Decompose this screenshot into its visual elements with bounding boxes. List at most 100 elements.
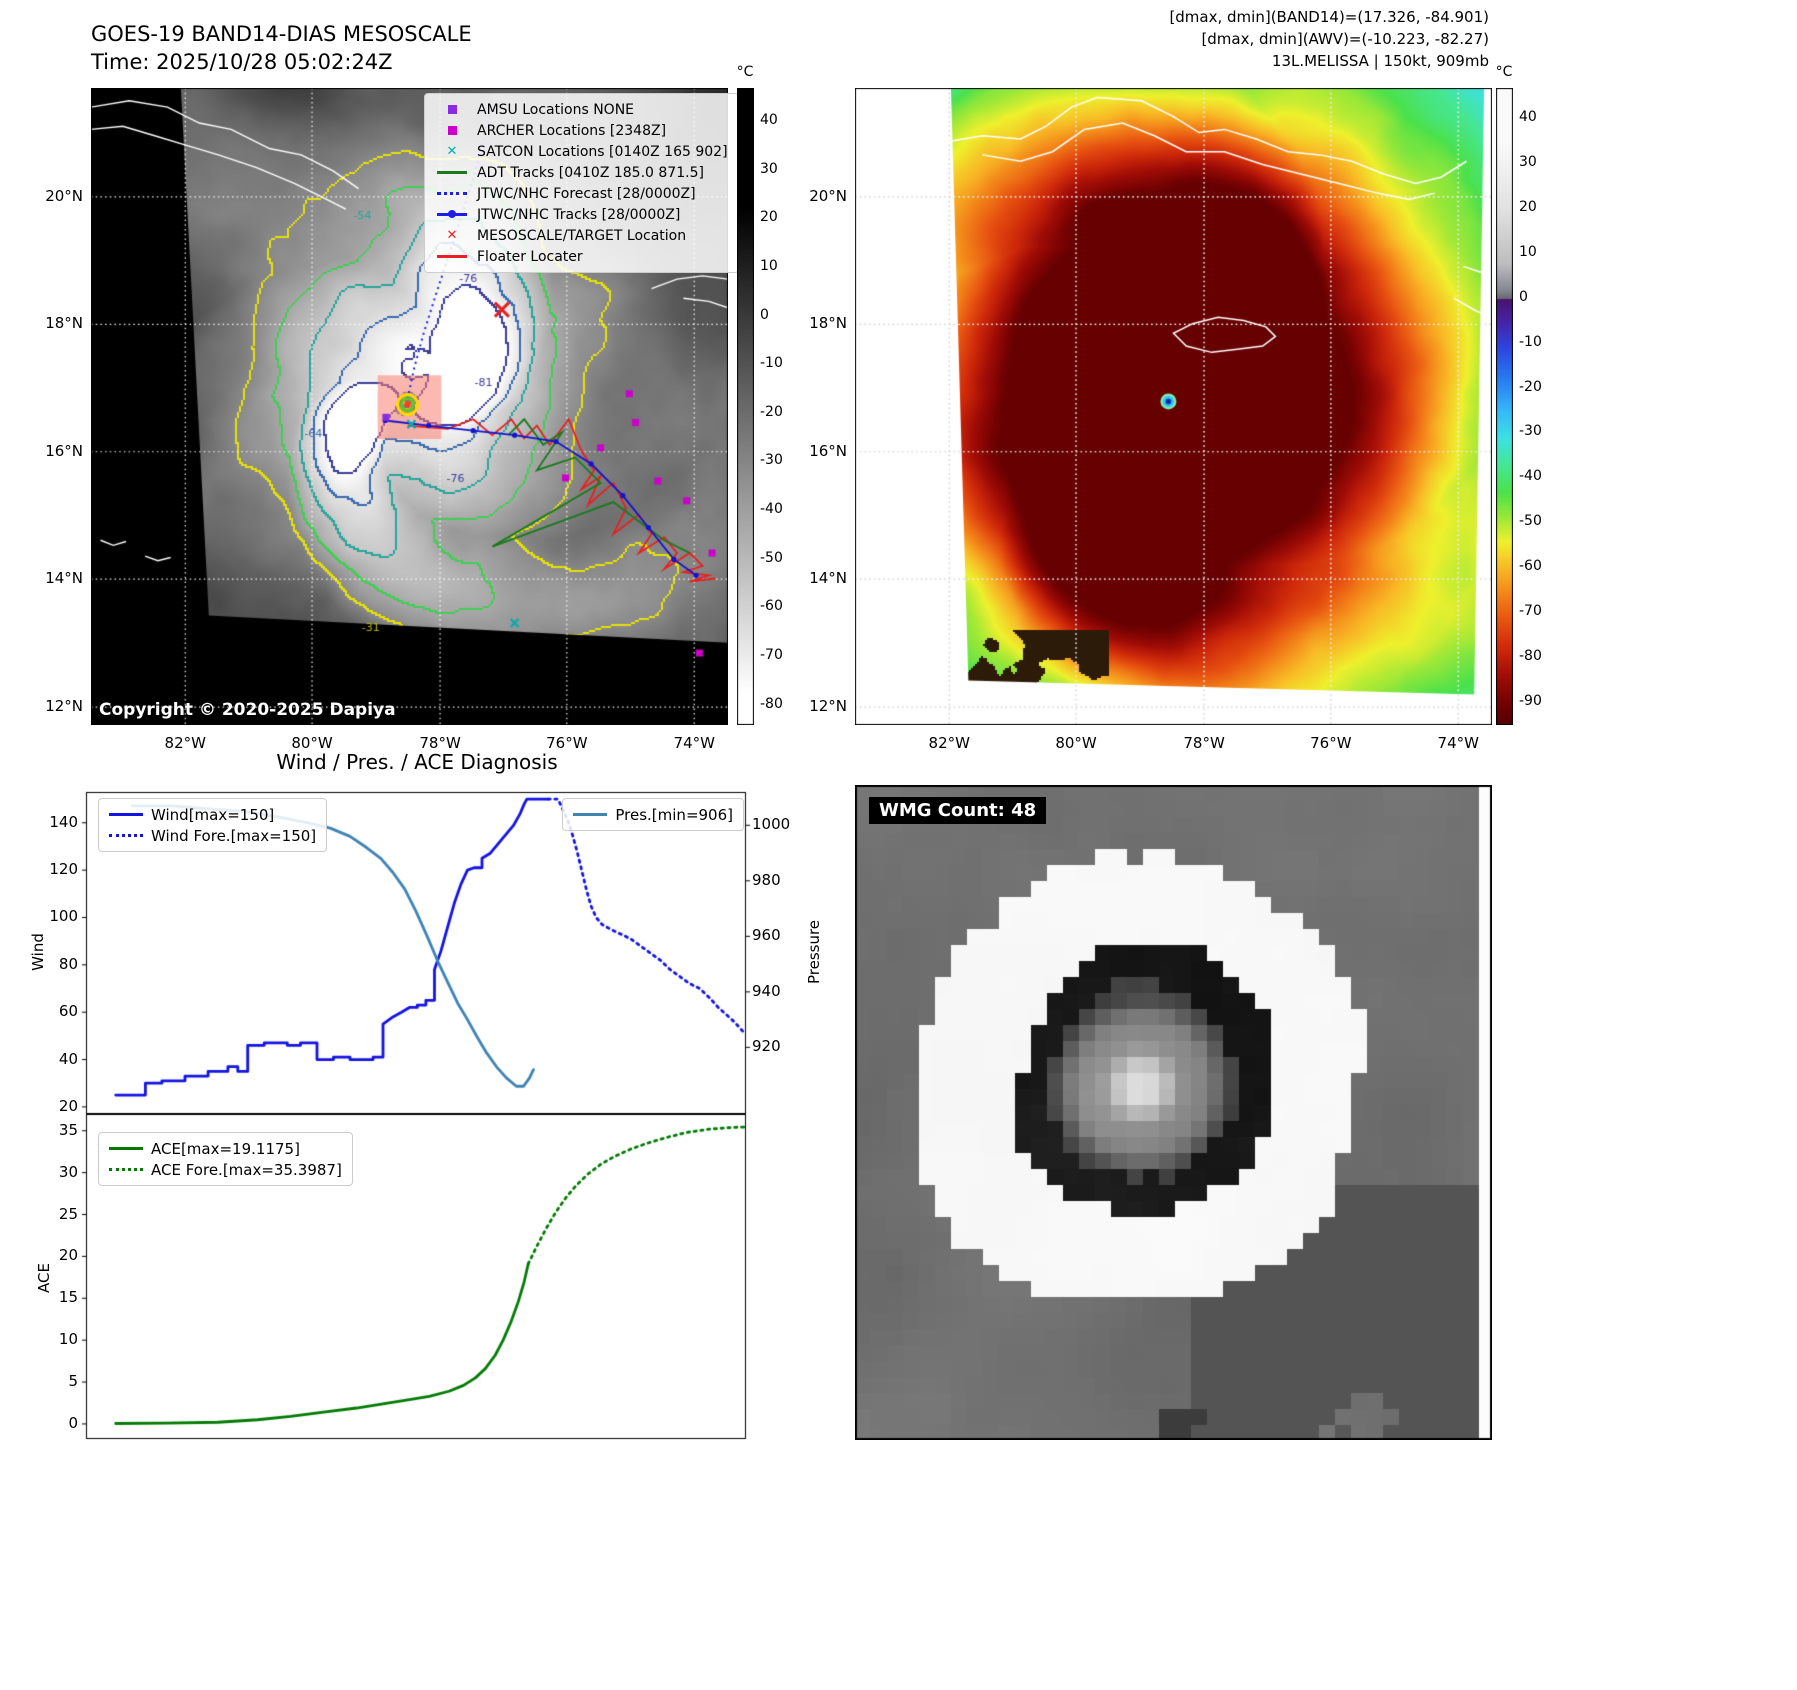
legend-item-label: ADT Tracks [0410Z 185.0 871.5]: [477, 164, 704, 181]
ace-tick-label: 0: [68, 1413, 78, 1432]
lat-tick-label: 12°N: [809, 697, 847, 716]
band14-colorbar-tick: -60: [760, 598, 783, 615]
legend-item-label: Floater Locater: [477, 248, 583, 265]
ace-tick-label: 25: [58, 1204, 78, 1223]
legend-item-label: ARCHER Locations [2348Z]: [477, 122, 667, 139]
lon-tick-label: 80°W: [291, 734, 333, 752]
wind-tick-label: 40: [58, 1049, 78, 1068]
awv-header-storm-status: 13L.MELISSA | 150kt, 909mb: [1271, 52, 1489, 70]
pressure-tick-label: 1000: [752, 815, 791, 834]
solid-line-marker-icon: [109, 1146, 143, 1151]
band14-colorbar-tick: -70: [760, 646, 783, 663]
square-marker-icon: [435, 105, 469, 114]
lat-tick-label: 12°N: [45, 697, 83, 716]
legend-item: ACE[max=19.1175]: [109, 1138, 342, 1159]
solid-line-marker-icon: [109, 812, 143, 817]
dotted-line-marker-icon: [109, 834, 143, 837]
legend-item-label: JTWC/NHC Tracks [28/0000Z]: [477, 206, 681, 223]
lat-tick-label: 14°N: [809, 569, 847, 588]
copyright-note: Copyright © 2020-2025 Dapiya: [99, 700, 396, 720]
ace-tick-label: 5: [68, 1372, 78, 1391]
lon-tick-label: 78°W: [419, 734, 461, 752]
pressure-axis-label: Pressure: [805, 919, 823, 985]
lon-tick-label: 74°W: [673, 734, 715, 752]
diagnosis-title: Wind / Pres. / ACE Diagnosis: [276, 750, 558, 774]
legend-item-label: Pres.[min=906]: [615, 805, 733, 824]
awv-colorbar-tick: -30: [1519, 423, 1542, 440]
legend-item: Floater Locater: [435, 246, 728, 267]
awv-header-dmax-awv: [dmax, dmin](AWV)=(-10.223, -82.27): [1201, 30, 1489, 48]
band14-colorbar-tick: -40: [760, 501, 783, 518]
legend-item: ARCHER Locations [2348Z]: [435, 120, 728, 141]
legend-item: ✕ MESOSCALE/TARGET Location: [435, 225, 728, 246]
lon-tick-label: 76°W: [546, 734, 588, 752]
legend-item: Wind Fore.[max=150]: [109, 825, 316, 846]
ace-legend: ACE[max=19.1175] ACE Fore.[max=35.3987]: [98, 1132, 353, 1186]
legend-item: ADT Tracks [0410Z 185.0 871.5]: [435, 162, 728, 183]
wmg-pixel-map: [855, 785, 1492, 1440]
awv-colorbar-tick: -20: [1519, 378, 1542, 395]
legend-item-label: AMSU Locations NONE: [477, 101, 635, 118]
awv-colorbar-tick: 40: [1519, 109, 1537, 126]
band14-colorbar-tick: 20: [760, 209, 778, 226]
lon-tick-label: 82°W: [164, 734, 206, 752]
band14-colorbar-tick: -20: [760, 403, 783, 420]
lat-tick-label: 18°N: [809, 314, 847, 333]
awv-colorbar-tick: 0: [1519, 288, 1528, 305]
x-marker-icon: ✕: [446, 143, 458, 159]
lon-tick-label: 74°W: [1437, 734, 1479, 752]
awv-colorbar-tick: -40: [1519, 468, 1542, 485]
band14-colorbar-tick: -10: [760, 355, 783, 372]
legend-item: Wind[max=150]: [109, 804, 316, 825]
legend-item: AMSU Locations NONE: [435, 99, 728, 120]
line-marker-icon: [435, 255, 469, 258]
lat-tick-label: 20°N: [45, 186, 83, 205]
solid-line-marker-icon: [573, 812, 608, 817]
awv-colorbar-tick: -10: [1519, 333, 1542, 350]
legend-item-label: JTWC/NHC Forecast [28/0000Z]: [477, 185, 696, 202]
band14-time: Time: 2025/10/28 05:02:24Z: [91, 50, 393, 74]
awv-header-dmax-band14: [dmax, dmin](BAND14)=(17.326, -84.901): [1169, 8, 1489, 26]
band14-colorbar-tick: 30: [760, 160, 778, 177]
awv-colorbar-tick: 20: [1519, 199, 1537, 216]
band14-colorbar-tick: -30: [760, 452, 783, 469]
band14-title: GOES-19 BAND14-DIAS MESOSCALE: [91, 22, 472, 46]
x-marker-icon: ✕: [446, 227, 458, 243]
band14-legend: AMSU Locations NONE ARCHER Locations [234…: [424, 93, 739, 273]
wind-tick-label: 20: [58, 1096, 78, 1115]
band14-colorbar: [737, 88, 754, 725]
line-marker-marker-icon: [435, 210, 469, 218]
awv-colorbar: [1496, 88, 1513, 725]
legend-item: ✕ SATCON Locations [0140Z 165 902]: [435, 141, 728, 162]
ace-tick-label: 15: [58, 1288, 78, 1307]
ace-tick-label: 10: [58, 1330, 78, 1349]
awv-colorbar-tick: 10: [1519, 243, 1537, 260]
awv-colorbar-tick: -60: [1519, 557, 1542, 574]
wind-tick-label: 100: [49, 907, 78, 926]
wind-tick-label: 80: [58, 954, 78, 973]
pressure-legend: Pres.[min=906]: [562, 798, 744, 831]
band14-colorbar-tick: 0: [760, 306, 769, 323]
legend-item-label: Wind Fore.[max=150]: [151, 826, 317, 845]
lon-tick-label: 82°W: [928, 734, 970, 752]
lat-tick-label: 20°N: [809, 186, 847, 205]
lat-tick-label: 18°N: [45, 314, 83, 333]
legend-item: Pres.[min=906]: [573, 804, 733, 825]
dotted-line-marker-icon: [109, 1168, 143, 1171]
square-marker-icon: [435, 126, 469, 135]
band14-colorbar-tick: -80: [760, 695, 783, 712]
pressure-tick-label: 940: [752, 981, 781, 1000]
legend-item: JTWC/NHC Tracks [28/0000Z]: [435, 204, 728, 225]
wind-legend: Wind[max=150] Wind Fore.[max=150]: [98, 798, 328, 852]
lon-tick-label: 80°W: [1055, 734, 1097, 752]
awv-colorbar-tick: 30: [1519, 154, 1537, 171]
lon-tick-label: 76°W: [1310, 734, 1352, 752]
awv-satellite-map: [855, 88, 1492, 725]
ace-tick-label: 30: [58, 1162, 78, 1181]
awv-colorbar-tick: -90: [1519, 692, 1542, 709]
line-marker-icon: [435, 171, 469, 174]
legend-item-label: ACE Fore.[max=35.3987]: [151, 1160, 342, 1179]
ace-tick-label: 35: [58, 1120, 78, 1139]
pressure-tick-label: 920: [752, 1037, 781, 1056]
band14-colorbar-tick: 40: [760, 112, 778, 129]
